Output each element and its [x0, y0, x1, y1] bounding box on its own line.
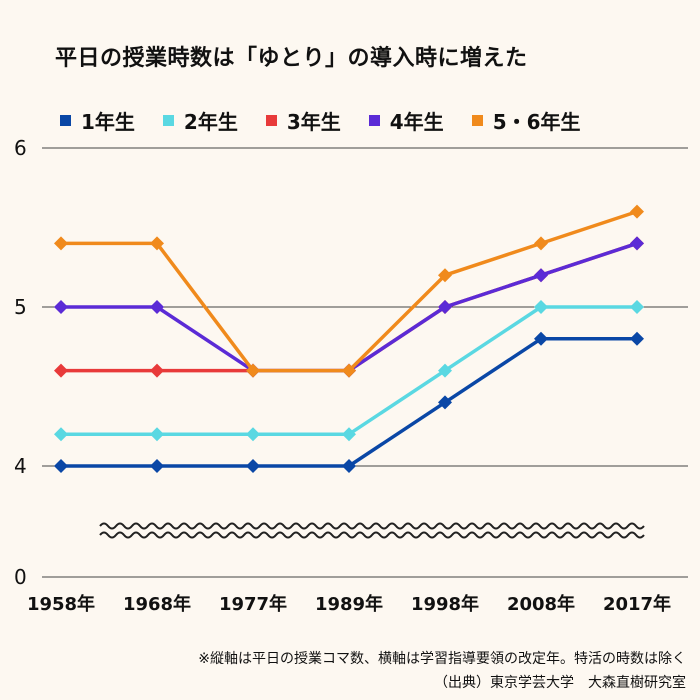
y-tick-label: 6: [14, 136, 27, 160]
footnote: ※縦軸は平日の授業コマ数、横軸は学習指導要領の改定年。特活の時数は除く: [198, 651, 686, 667]
data-point: [54, 236, 68, 251]
data-point: [246, 427, 260, 442]
legend-item: 5・6年生: [471, 106, 581, 135]
legend-label: 3年生: [286, 110, 341, 134]
data-point: [54, 427, 68, 442]
axis-break-wave: [99, 531, 645, 539]
source-credit: （出典）東京学芸大学 大森直樹研究室: [434, 675, 686, 691]
chart-title: 平日の授業時数は「ゆとり」の導入時に増えた: [55, 46, 528, 71]
data-point: [150, 459, 164, 473]
legend-swatch: [368, 115, 380, 126]
data-point: [630, 236, 644, 251]
legend-swatch: [471, 115, 483, 126]
legend-item: 1年生: [60, 106, 135, 135]
series-line: [61, 337, 637, 468]
x-tick-label: 1989年: [315, 593, 383, 615]
legend-item: 4年生: [368, 106, 444, 135]
data-point: [438, 268, 452, 283]
legend-item: 3年生: [265, 106, 341, 135]
data-point: [246, 459, 260, 473]
x-tick-label: 2008年: [507, 593, 575, 615]
data-point: [150, 363, 164, 378]
series-1年生: [54, 331, 644, 473]
legend-label: 2年生: [183, 110, 238, 134]
data-point: [150, 427, 164, 442]
data-point: [150, 300, 164, 314]
legend-label: 4年生: [389, 110, 444, 134]
data-point: [54, 300, 68, 314]
x-tick-label: 1968年: [123, 593, 191, 615]
legend-item: 2年生: [162, 106, 238, 135]
x-tick-label: 1998年: [411, 593, 479, 615]
x-tick-label: 1977年: [219, 593, 287, 615]
axis-break-wave: [99, 522, 645, 530]
data-point: [534, 268, 548, 283]
x-tick-label: 2017年: [603, 593, 671, 615]
data-point: [438, 395, 452, 410]
legend-label: 1年生: [81, 110, 135, 134]
data-point: [630, 300, 644, 314]
legend-swatch: [265, 115, 277, 126]
series-2年生: [54, 300, 644, 442]
data-point: [438, 363, 452, 378]
y-tick-label: 0: [14, 565, 27, 589]
data-point: [534, 236, 548, 251]
y-tick-label: 4: [14, 454, 27, 478]
legend-swatch: [60, 115, 71, 126]
data-point: [438, 300, 452, 314]
data-point: [342, 459, 356, 473]
data-point: [342, 427, 356, 442]
series-5・6年生: [54, 204, 644, 378]
legend: 1年生 2年生 3年生 4年生 5・6年生: [60, 106, 581, 135]
data-point: [534, 300, 548, 314]
data-point: [534, 331, 548, 346]
data-point: [246, 363, 260, 378]
data-point: [54, 459, 68, 473]
data-point: [630, 331, 644, 346]
x-tick-label: 1958年: [27, 593, 95, 615]
data-point: [54, 363, 68, 378]
data-point: [630, 204, 644, 219]
legend-label: 5・6年生: [492, 110, 581, 134]
legend-swatch: [162, 115, 174, 126]
data-point: [150, 236, 164, 251]
data-point: [342, 363, 356, 378]
series-line: [61, 209, 638, 373]
y-tick-label: 5: [14, 295, 27, 319]
